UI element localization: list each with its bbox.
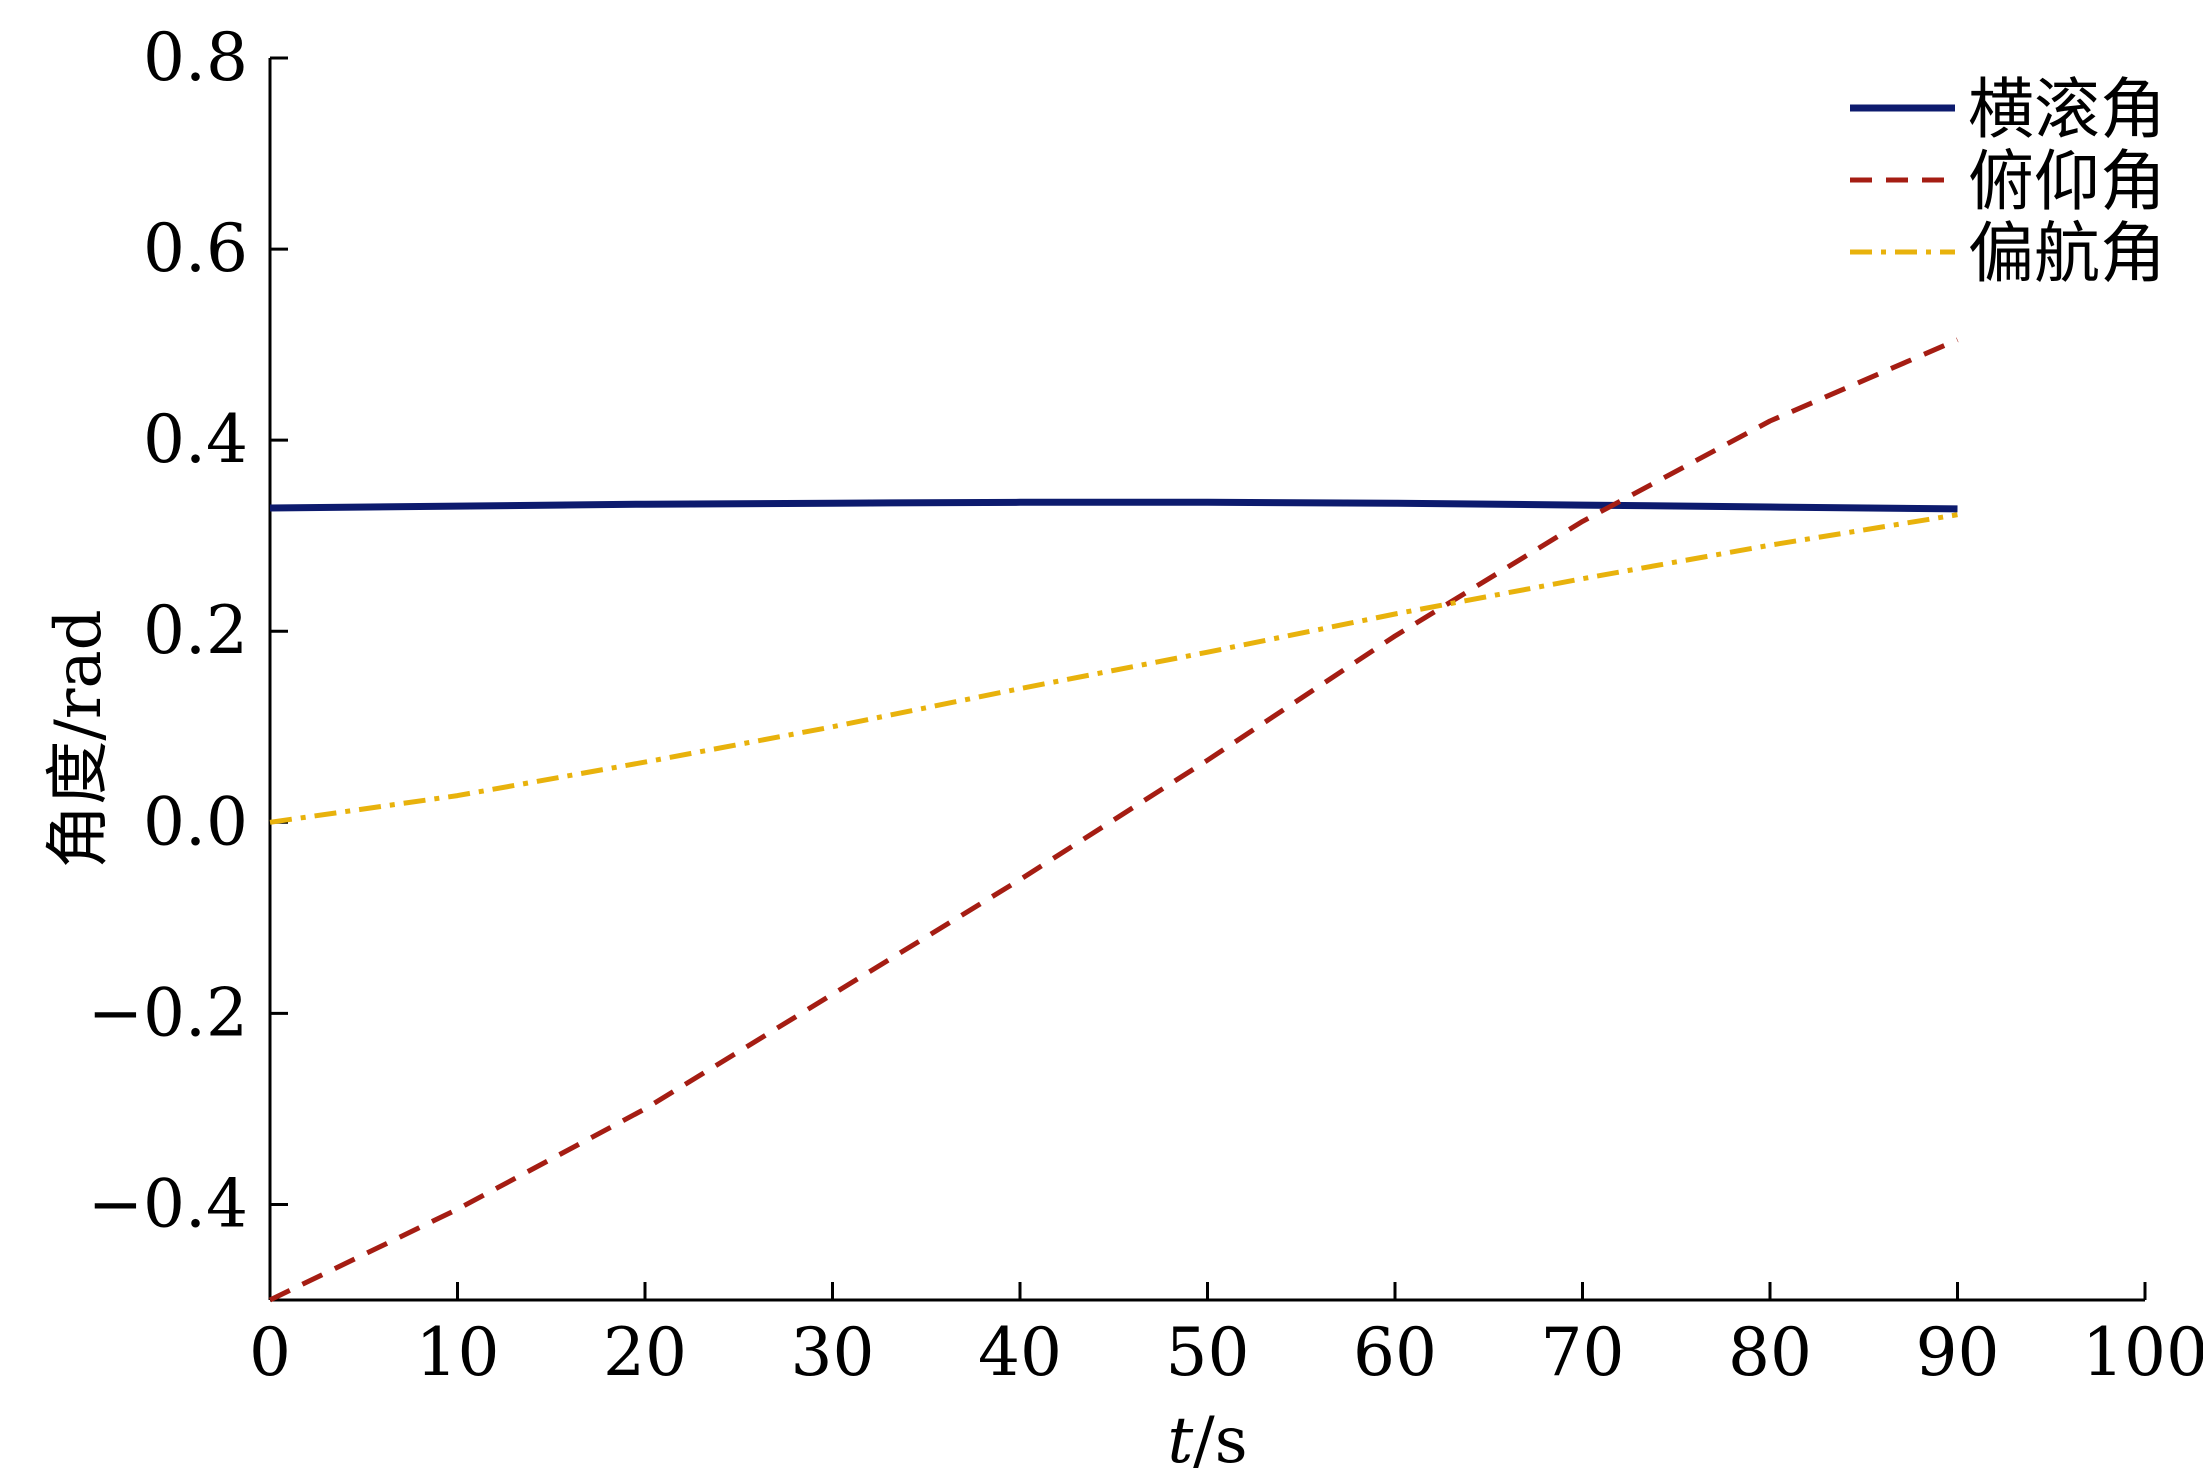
series-line-1 xyxy=(269,498,1958,513)
x-tick-label: 80 xyxy=(1728,1314,1812,1391)
y-tick-label: −0.2 xyxy=(88,974,248,1051)
series-line-3 xyxy=(269,512,1958,825)
x-tick-label: 100 xyxy=(2082,1314,2203,1391)
x-tick-label: 20 xyxy=(603,1314,687,1391)
y-tick-label: 0.6 xyxy=(143,210,248,287)
x-tick-label: 70 xyxy=(1541,1314,1625,1391)
x-ticks: 0 10 20 30 40 50 60 70 80 90 100 xyxy=(249,1282,2203,1391)
x-axis-label-var: t xyxy=(1167,1404,1193,1476)
y-tick-label: 0.0 xyxy=(143,783,248,860)
x-axis-label: t/s xyxy=(1167,1404,1247,1476)
y-tick-label: 0.2 xyxy=(143,592,248,669)
legend-label-2: 俯仰角 xyxy=(1968,143,2166,220)
y-ticks: −0.4 −0.2 0.0 0.2 0.4 0.6 0.8 xyxy=(88,19,288,1242)
y-tick-label: 0.4 xyxy=(143,401,248,478)
series-line-2 xyxy=(268,337,1959,1303)
x-tick-label: 40 xyxy=(978,1314,1062,1391)
x-tick-label: 10 xyxy=(416,1314,500,1391)
legend-label-1: 横滚角 xyxy=(1968,71,2166,148)
y-tick-label: 0.8 xyxy=(143,19,248,96)
x-tick-label: 30 xyxy=(791,1314,875,1391)
legend-label-3: 偏航角 xyxy=(1968,215,2166,292)
x-tick-label: 50 xyxy=(1166,1314,1250,1391)
axes xyxy=(268,58,2145,1302)
x-axis-label-unit: /s xyxy=(1193,1404,1247,1476)
x-tick-label: 90 xyxy=(1916,1314,2000,1391)
y-tick-label: −0.4 xyxy=(88,1165,248,1242)
series-lines xyxy=(268,337,1959,1303)
y-axis-label: 角度/rad xyxy=(42,609,116,868)
x-tick-label: 60 xyxy=(1353,1314,1437,1391)
x-tick-label: 0 xyxy=(249,1314,291,1391)
